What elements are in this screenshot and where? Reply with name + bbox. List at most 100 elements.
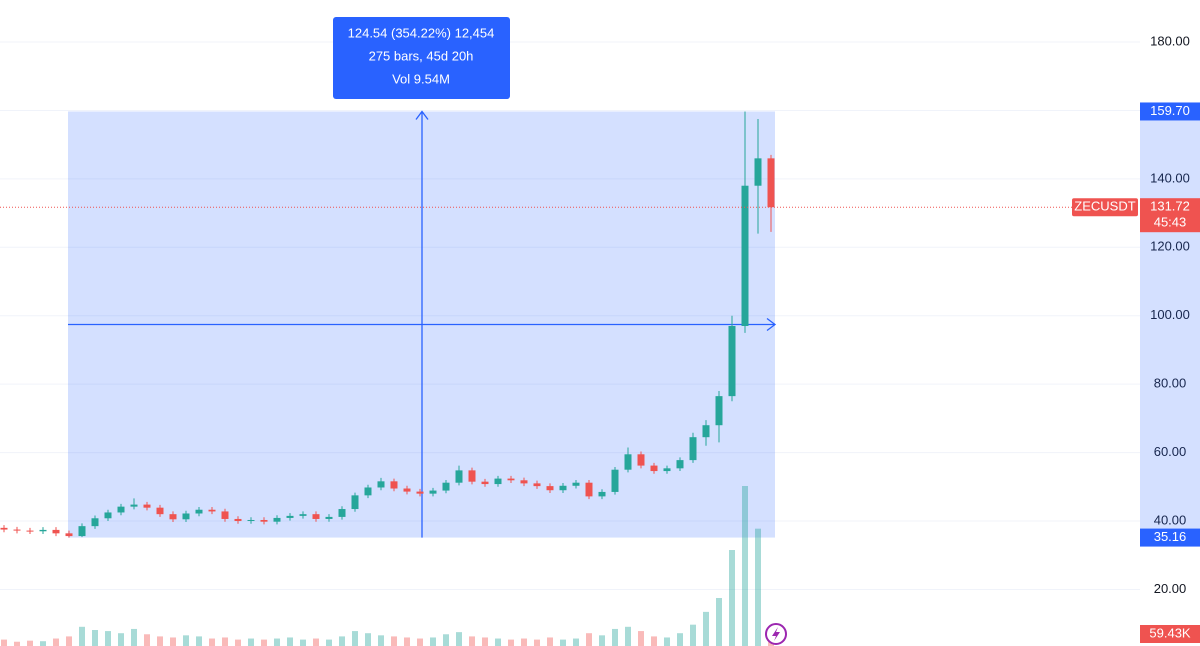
volume-bar: [742, 486, 748, 646]
y-tick-label: 80.00: [1154, 376, 1187, 391]
symbol-tag-bg: [1072, 198, 1138, 217]
volume-bar: [1, 639, 7, 646]
candle-body: [650, 465, 658, 472]
volume-bar: [612, 628, 618, 646]
volume-bar: [235, 639, 241, 646]
candle-body: [637, 454, 645, 466]
candle-body: [286, 515, 294, 518]
volume-bar: [625, 626, 631, 646]
volume-bar: [664, 637, 670, 646]
candle-body: [26, 530, 34, 532]
measure-arrow: [766, 318, 777, 332]
measure-bottom-bg: [1140, 528, 1200, 547]
volume-bar: [729, 550, 735, 646]
volume-bar: [391, 636, 397, 646]
y-tick-label: 60.00: [1154, 444, 1187, 459]
volume-bar: [703, 611, 709, 646]
candle-body: [221, 511, 229, 519]
y-tick-label: 120.00: [1150, 239, 1190, 254]
measure-info-line: 124.54 (354.22%) 12,454: [348, 25, 495, 40]
candle-body: [52, 529, 60, 534]
candle-body: [13, 529, 21, 531]
candle-body: [663, 468, 671, 472]
candle-body: [104, 512, 112, 519]
candle-body: [195, 509, 203, 514]
volume-bar: [14, 641, 20, 646]
volume-bar: [599, 635, 605, 646]
candle-body: [494, 478, 502, 485]
y-tick-label: 180.00: [1150, 33, 1190, 48]
candle-body: [299, 514, 307, 516]
volume-bar: [755, 528, 761, 646]
candle-body: [403, 488, 411, 492]
candle-body: [65, 533, 73, 537]
candle-body: [507, 478, 515, 481]
candle-body: [78, 526, 86, 537]
volume-bar: [53, 638, 59, 646]
volume-bar: [430, 637, 436, 646]
volume-bar: [690, 624, 696, 646]
volume-bar: [66, 636, 72, 646]
volume-bar: [274, 638, 280, 646]
measure-info-line: 275 bars, 45d 20h: [369, 48, 474, 63]
volume-bar: [534, 639, 540, 646]
logo-bolt: [772, 627, 780, 641]
candle-body: [156, 507, 164, 515]
volume-bar: [27, 640, 33, 646]
candle-body: [481, 481, 489, 485]
volume-bar: [40, 641, 46, 646]
candle-body: [91, 518, 99, 527]
measure-info-line: Vol 9.54M: [392, 71, 450, 86]
volume-bar: [118, 633, 124, 646]
candle-body: [455, 470, 463, 483]
volume-bar: [248, 638, 254, 646]
volume-bar: [157, 636, 163, 646]
candle-body: [728, 325, 736, 397]
last-price-bg: [1140, 198, 1200, 233]
volume-bar: [261, 639, 267, 646]
volume-bar: [300, 639, 306, 646]
volume-bar: [573, 638, 579, 646]
candle-body: [325, 516, 333, 519]
volume-bar: [495, 638, 501, 646]
measure-bottom-label: 35.16: [1154, 529, 1187, 544]
candle-body: [377, 481, 385, 488]
candle-body: [715, 396, 723, 426]
candle-body: [676, 460, 684, 469]
last-volume-bg: [1140, 625, 1200, 643]
candle-body: [741, 185, 749, 326]
volume-bar: [287, 637, 293, 646]
volume-bar: [443, 634, 449, 646]
candle-body: [143, 504, 151, 508]
candle-body: [767, 158, 775, 208]
candle-body: [611, 469, 619, 492]
candle-body: [390, 481, 398, 489]
volume-bar: [326, 639, 332, 646]
candle-body: [351, 495, 359, 510]
candle-body: [546, 486, 554, 491]
candle-body: [117, 506, 125, 513]
candle-body: [130, 504, 138, 507]
volume-bar: [456, 632, 462, 646]
volume-bar: [313, 638, 319, 646]
measure-top-bg: [1140, 102, 1200, 121]
candle-body: [234, 518, 242, 522]
volume-bar: [560, 639, 566, 646]
candle-body: [182, 513, 190, 520]
measure-info-bg: [333, 17, 510, 99]
candle-body: [754, 158, 762, 186]
symbol-tag: ZECUSDT: [1074, 199, 1135, 214]
volume-bar: [170, 637, 176, 646]
volume-bar: [79, 626, 85, 646]
volume-bar: [508, 639, 514, 646]
last-volume-label: 59.43K: [1149, 625, 1191, 640]
volume-bar: [209, 638, 215, 646]
volume-bar: [586, 633, 592, 646]
volume-bar: [352, 631, 358, 646]
volume-bar: [339, 636, 345, 646]
candle-body: [585, 482, 593, 497]
measure-axis-band: [1140, 111, 1200, 538]
y-tick-label: 40.00: [1154, 512, 1187, 527]
candle-body: [169, 514, 177, 520]
candle-body: [260, 519, 268, 522]
